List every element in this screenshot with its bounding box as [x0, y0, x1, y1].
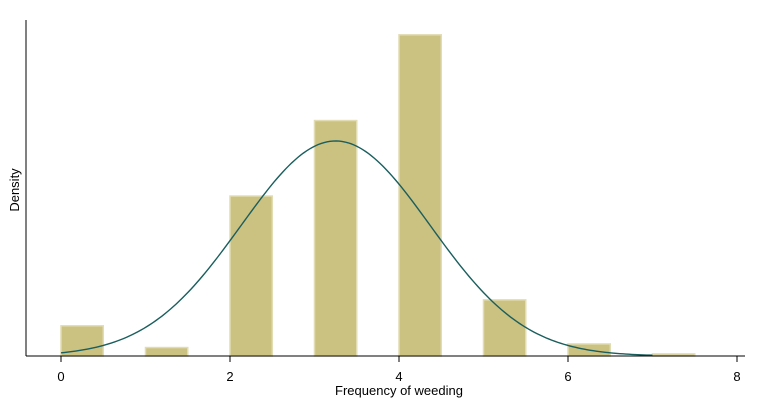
- histogram-bar: [398, 34, 442, 357]
- x-tick-label: 0: [57, 369, 64, 384]
- x-tick-label: 8: [733, 369, 740, 384]
- histogram-bars: [60, 34, 696, 357]
- x-tick-label: 2: [226, 369, 233, 384]
- x-tick-label: 6: [564, 369, 571, 384]
- x-tick-label: 4: [395, 369, 402, 384]
- histogram-bar: [144, 346, 189, 357]
- histogram-bar: [229, 195, 273, 357]
- normal-density-curve: [60, 140, 653, 356]
- histogram-bar: [482, 299, 527, 357]
- x-axis-title: Frequency of weeding: [335, 383, 463, 398]
- x-axis-ticks: 0 2 4 6 8: [57, 356, 741, 384]
- y-axis-title: Density: [7, 168, 22, 212]
- histogram-bar: [313, 119, 358, 357]
